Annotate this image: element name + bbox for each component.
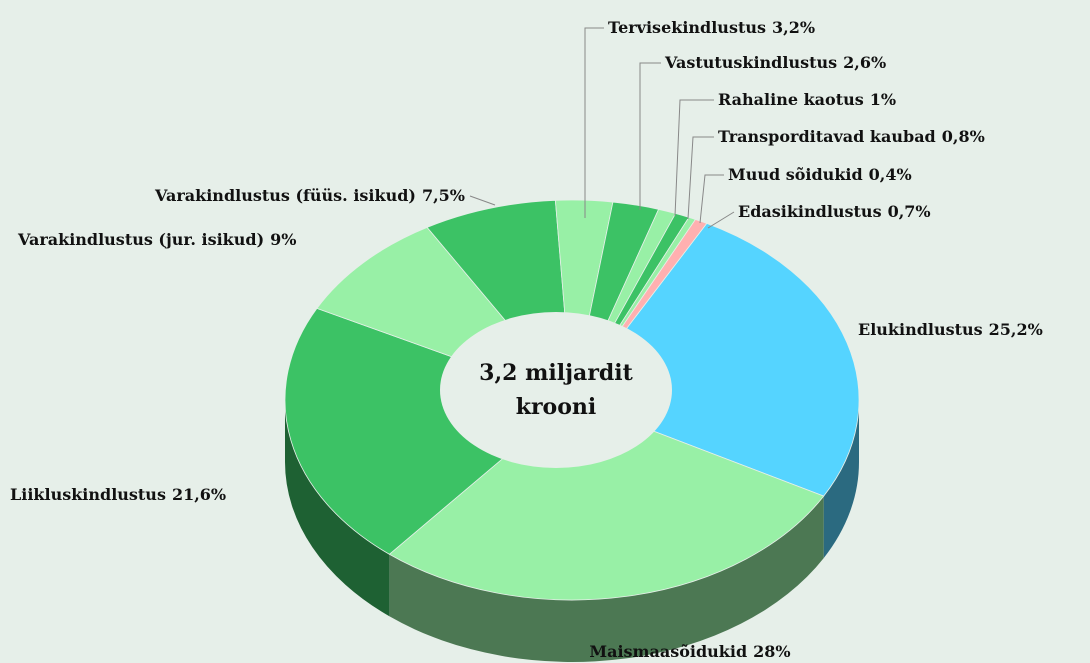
value-label: 0,4% (869, 165, 912, 184)
slice-label: Liikluskindlustus 21,6% (10, 485, 226, 504)
slice-label: Varakindlustus (füüs. isikud) 7,5% (154, 186, 465, 205)
slice-label: Vastutuskindlustus 2,6% (664, 53, 886, 72)
value-label: 0,7% (888, 202, 931, 221)
leader-line (469, 195, 496, 206)
value-label: 25,2% (989, 320, 1043, 339)
category-label: Muud sõidukid (728, 165, 863, 184)
value-label: 9% (270, 230, 296, 249)
slice-label: Rahaline kaotus 1% (718, 90, 896, 109)
center-text: krooni (516, 394, 597, 420)
slice-label: Edasikindlustus 0,7% (738, 202, 931, 221)
slice-label: Tervisekindlustus 3,2% (608, 18, 815, 37)
value-label: 7,5% (422, 186, 465, 205)
leader-line (584, 27, 604, 218)
value-label: 2,6% (843, 53, 886, 72)
leader-line (687, 136, 714, 220)
slice-label: Elukindlustus 25,2% (858, 320, 1043, 339)
category-label: Varakindlustus (jur. isikud) (17, 230, 264, 249)
donut-hole (440, 312, 672, 468)
value-label: 3,2% (772, 18, 815, 37)
category-label: Liikluskindlustus (10, 485, 166, 504)
slice-side (285, 400, 390, 617)
slice (571, 222, 860, 497)
value-label: 0,8% (942, 127, 985, 146)
category-label: Elukindlustus (858, 320, 983, 339)
value-label: 21,6% (172, 485, 226, 504)
labels: Elukindlustus 25,2% Maismaasõidukid 28% Liik… (10, 18, 1043, 661)
slice-side (823, 400, 860, 559)
slice (388, 399, 825, 601)
slice-label: Maismaasõidukid 28% (589, 642, 790, 661)
leader-line (707, 211, 735, 229)
slice-label: Varakindlustus (jur. isikud) 9% (17, 230, 297, 249)
value-label: 1% (870, 90, 896, 109)
slice-label: Muud sõidukid 0,4% (728, 165, 912, 184)
leader-line (699, 174, 724, 224)
category-label: Vastutuskindlustus (664, 53, 837, 72)
center-text: 3,2 miljardit (479, 360, 633, 386)
category-label: Rahaline kaotus (718, 90, 864, 109)
slice-side (389, 496, 824, 662)
category-label: Varakindlustus (füüs. isikud) (154, 186, 416, 205)
slice-label: Transporditavad kaubad 0,8% (718, 127, 985, 146)
slice (284, 307, 573, 555)
donut-sides (285, 400, 860, 662)
value-label: 28% (753, 642, 790, 661)
category-label: Edasikindlustus (738, 202, 882, 221)
category-label: Transporditavad kaubad (718, 127, 936, 146)
category-label: Maismaasõidukid (589, 642, 747, 661)
leader-line (639, 62, 661, 210)
category-label: Tervisekindlustus (608, 18, 766, 37)
leader-line (674, 99, 714, 217)
